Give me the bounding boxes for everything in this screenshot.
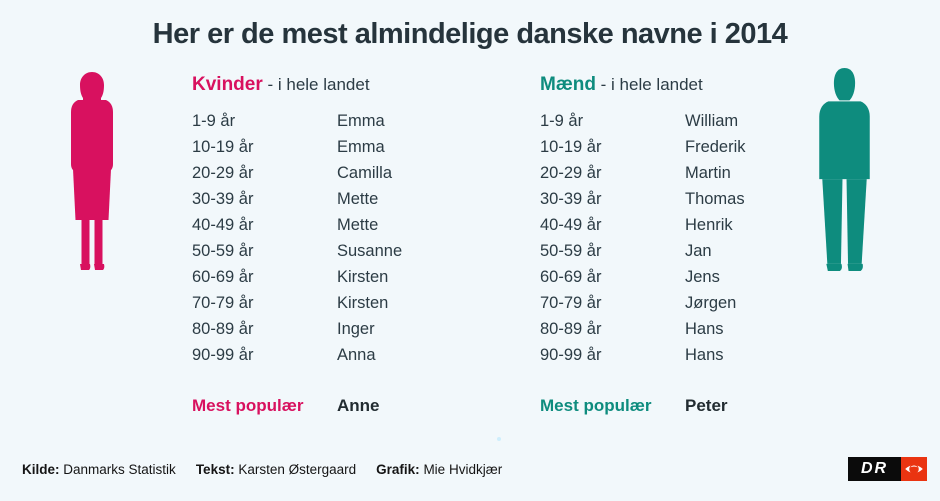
dr-logo: DR (848, 457, 927, 481)
name-value: Hans (685, 320, 724, 338)
table-row: 90-99 år Anna (192, 342, 532, 368)
name-value: William (685, 112, 739, 130)
name-value: Martin (685, 164, 731, 182)
age-range: 10-19 år (540, 138, 602, 156)
men-most-popular: Mest populær Peter (540, 394, 728, 418)
credit-tekst: Tekst: Karsten Østergaard (195, 462, 357, 477)
age-range: 1-9 år (192, 112, 236, 130)
age-range: 40-49 år (192, 216, 254, 234)
table-row: 60-69 år Kirsten (192, 264, 532, 290)
table-row: 70-79 år Kirsten (192, 290, 532, 316)
table-row: 40-49 år Mette (192, 212, 532, 238)
age-range: 1-9 år (540, 112, 584, 130)
men-table: 1-9 år William 10-19 år Frederik 20-29 år M… (540, 108, 880, 368)
name-value: Anna (337, 346, 376, 364)
women-table: 1-9 år Emma 10-19 år Emma 20-29 år Camilla … (192, 108, 532, 368)
table-row: 1-9 år Emma (192, 108, 532, 134)
name-value: Mette (337, 216, 379, 234)
women-heading: Kvinder (192, 74, 263, 95)
age-range: 70-79 år (192, 294, 254, 312)
age-range: 50-59 år (540, 242, 602, 260)
table-row: 10-19 år Emma (192, 134, 532, 160)
name-value: Camilla (337, 164, 393, 182)
woman-silhouette-icon (71, 72, 113, 270)
credit-kilde: Kilde: Danmarks Statistik (22, 462, 176, 477)
name-value: Hans (685, 346, 724, 364)
table-row: 50-59 år Jan (540, 238, 880, 264)
table-row: 60-69 år Jens (540, 264, 880, 290)
artifact-speck (497, 437, 501, 441)
age-range: 30-39 år (192, 190, 254, 208)
age-range: 30-39 år (540, 190, 602, 208)
most-popular-label: Mest populær (192, 396, 304, 415)
age-range: 10-19 år (192, 138, 254, 156)
age-range: 60-69 år (192, 268, 254, 286)
age-range: 50-59 år (192, 242, 254, 260)
age-range: 90-99 år (192, 346, 254, 364)
name-value: Jørgen (685, 294, 737, 312)
women-column-header: Kvinder - i hele landet (192, 74, 532, 100)
name-value: Kirsten (337, 268, 389, 286)
women-subheading: - i hele landet (267, 75, 370, 94)
men-heading: Mænd (540, 74, 596, 95)
dr-eye-icon (901, 457, 927, 481)
age-range: 70-79 år (540, 294, 602, 312)
women-column: Kvinder - i hele landet 1-9 år Emma 10-19… (192, 74, 532, 368)
name-value: Inger (337, 320, 375, 338)
most-popular-label: Mest populær (540, 396, 652, 415)
table-row: 1-9 år William (540, 108, 880, 134)
age-range: 60-69 år (540, 268, 602, 286)
age-range: 80-89 år (540, 320, 602, 338)
men-column-header: Mænd - i hele landet (540, 74, 880, 100)
name-value: Emma (337, 112, 385, 130)
credits: Kilde: Danmarks Statistik Tekst: Karsten… (22, 462, 502, 477)
table-row: 10-19 år Frederik (540, 134, 880, 160)
table-row: 40-49 år Henrik (540, 212, 880, 238)
page-title: Her er de mest almindelige danske navne … (152, 18, 788, 50)
table-row: 90-99 år Hans (540, 342, 880, 368)
age-range: 40-49 år (540, 216, 602, 234)
name-value: Thomas (685, 190, 745, 208)
credit-grafik: Grafik: Mie Hvidkjær (376, 462, 503, 477)
table-row: 30-39 år Mette (192, 186, 532, 212)
name-value: Jan (685, 242, 712, 260)
table-row: 50-59 år Susanne (192, 238, 532, 264)
name-value: Emma (337, 138, 385, 156)
name-value: Susanne (337, 242, 403, 260)
name-value: Frederik (685, 138, 746, 156)
table-row: 70-79 år Jørgen (540, 290, 880, 316)
age-range: 80-89 år (192, 320, 254, 338)
age-range: 20-29 år (192, 164, 254, 182)
table-row: 80-89 år Inger (192, 316, 532, 342)
dr-logo-text: DR (848, 457, 901, 481)
women-most-popular: Mest populær Anne (192, 394, 380, 418)
age-range: 20-29 år (540, 164, 602, 182)
table-row: 80-89 år Hans (540, 316, 880, 342)
most-popular-name: Peter (685, 396, 728, 415)
men-column: Mænd - i hele landet 1-9 år William 10-19… (540, 74, 880, 368)
table-row: 30-39 år Thomas (540, 186, 880, 212)
name-value: Mette (337, 190, 379, 208)
name-value: Jens (685, 268, 720, 286)
man-silhouette-icon (819, 68, 870, 271)
age-range: 90-99 år (540, 346, 602, 364)
most-popular-name: Anne (337, 396, 380, 415)
table-row: 20-29 år Camilla (192, 160, 532, 186)
table-row: 20-29 år Martin (540, 160, 880, 186)
name-value: Henrik (685, 216, 733, 234)
men-subheading: - i hele landet (600, 75, 703, 94)
name-value: Kirsten (337, 294, 389, 312)
